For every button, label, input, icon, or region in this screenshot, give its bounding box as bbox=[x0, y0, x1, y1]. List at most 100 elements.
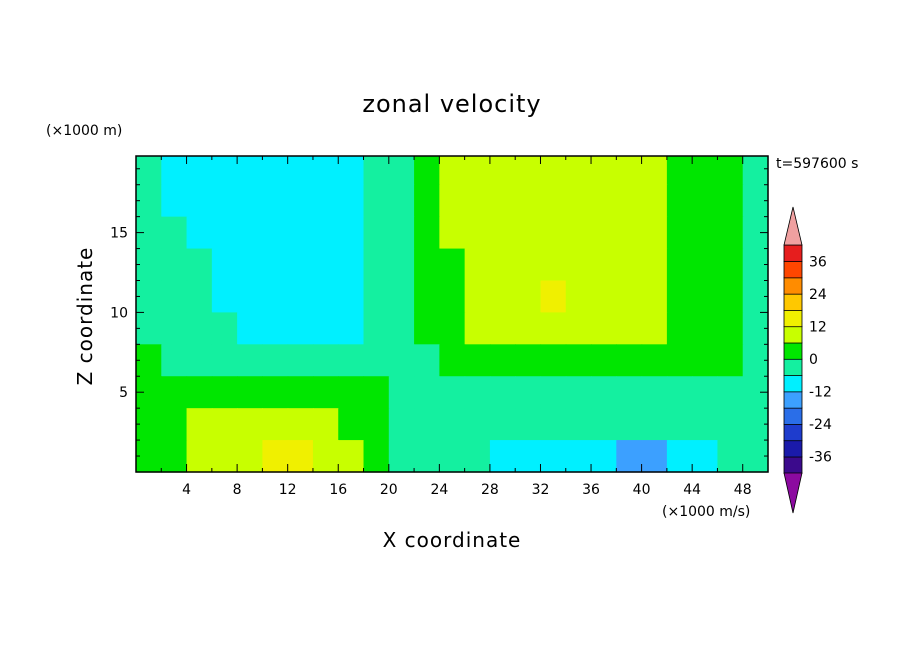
colorbar-over-triangle bbox=[783, 206, 803, 246]
field-cell bbox=[287, 156, 314, 186]
field-cell bbox=[161, 184, 188, 218]
field-cell bbox=[287, 312, 314, 345]
x-tick-label: 44 bbox=[683, 482, 701, 498]
colorbar: -36 -24 -12 0 12 24 36 bbox=[783, 206, 832, 514]
field-cell bbox=[211, 376, 238, 409]
field-cell bbox=[717, 344, 744, 377]
field-cell bbox=[540, 216, 567, 250]
field-cell bbox=[692, 280, 719, 313]
colorbar-segment bbox=[783, 440, 803, 458]
field-cell bbox=[262, 248, 289, 282]
field-cell bbox=[464, 248, 491, 282]
field-cell bbox=[641, 376, 668, 409]
field-cell bbox=[515, 184, 542, 218]
x-tick-label: 48 bbox=[734, 482, 752, 498]
field-cell bbox=[717, 440, 744, 473]
x-axis-label: X coordinate bbox=[383, 528, 522, 552]
field-cell bbox=[237, 184, 263, 218]
field-cell bbox=[388, 344, 415, 377]
field-cell bbox=[414, 248, 440, 282]
field-cell bbox=[515, 440, 542, 473]
field-cell bbox=[161, 248, 188, 282]
colorbar-tick-label: 36 bbox=[809, 254, 827, 270]
field-cell bbox=[616, 344, 643, 377]
field-cell bbox=[338, 280, 365, 313]
field-cell bbox=[363, 376, 390, 409]
field-cell bbox=[641, 280, 668, 313]
field-cell bbox=[489, 280, 516, 313]
field-cell bbox=[742, 156, 769, 186]
field-cell bbox=[692, 156, 719, 186]
field-cell bbox=[717, 248, 744, 282]
field-cell bbox=[591, 376, 617, 409]
field-cell bbox=[692, 184, 719, 218]
field-cell bbox=[136, 156, 162, 186]
field-cell bbox=[363, 248, 390, 282]
field-cell bbox=[641, 408, 668, 441]
field-cell bbox=[692, 312, 719, 345]
field-cell bbox=[591, 312, 617, 345]
field-cell bbox=[717, 216, 744, 250]
field-cell bbox=[136, 184, 162, 218]
field-cell bbox=[641, 216, 668, 250]
field-cell bbox=[540, 408, 567, 441]
field-cell bbox=[161, 376, 188, 409]
colorbar-tick-label: -36 bbox=[809, 450, 832, 466]
field-cell bbox=[692, 376, 719, 409]
colorbar-segment bbox=[783, 456, 803, 474]
field-cell bbox=[312, 440, 339, 473]
field-cell bbox=[363, 440, 390, 473]
field-cell bbox=[237, 156, 263, 186]
field-cell bbox=[262, 376, 289, 409]
field-cell bbox=[489, 344, 516, 377]
field-cell bbox=[287, 440, 314, 473]
field-cell bbox=[565, 440, 592, 473]
field-cell bbox=[388, 440, 415, 473]
field-cell bbox=[363, 344, 390, 377]
y-units-label: (×1000 m) bbox=[46, 123, 122, 139]
field-cell bbox=[312, 408, 339, 441]
x-tick-label: 40 bbox=[633, 482, 651, 498]
colorbar-segment bbox=[783, 391, 803, 409]
field-cell bbox=[591, 156, 617, 186]
field-cell bbox=[211, 312, 238, 345]
field-cell bbox=[363, 216, 390, 250]
field-cell bbox=[363, 312, 390, 345]
field-cell bbox=[717, 280, 744, 313]
field-cell bbox=[287, 280, 314, 313]
field-cell bbox=[237, 280, 263, 313]
field-cell bbox=[186, 184, 213, 218]
field-cell bbox=[489, 184, 516, 218]
x-tick-label: 36 bbox=[582, 482, 600, 498]
field-cell bbox=[464, 184, 491, 218]
colorbar-segment bbox=[783, 260, 803, 279]
field-cell bbox=[136, 440, 162, 473]
field-cell bbox=[666, 248, 693, 282]
field-cell bbox=[414, 184, 440, 218]
field-cell bbox=[211, 344, 238, 377]
field-cell bbox=[565, 376, 592, 409]
field-cell bbox=[388, 184, 415, 218]
colorbar-segment bbox=[783, 309, 803, 328]
field-cell bbox=[338, 216, 365, 250]
field-cell bbox=[237, 344, 263, 377]
field-cell bbox=[136, 280, 162, 313]
field-cell bbox=[186, 248, 213, 282]
field-cell bbox=[388, 312, 415, 345]
field-cell bbox=[565, 156, 592, 186]
y-tick-label: 5 bbox=[119, 385, 128, 401]
x-tick-label: 20 bbox=[380, 482, 398, 498]
plot-frame bbox=[135, 155, 769, 473]
x-tick-label: 16 bbox=[329, 482, 347, 498]
field-cell bbox=[692, 344, 719, 377]
x-tick-label: 4 bbox=[182, 482, 191, 498]
x-tick-label: 12 bbox=[279, 482, 297, 498]
field-cell bbox=[312, 280, 339, 313]
field-cell bbox=[591, 184, 617, 218]
field-cell bbox=[211, 440, 238, 473]
field-cell bbox=[136, 344, 162, 377]
time-label: t=597600 s bbox=[776, 156, 858, 172]
field-cell bbox=[338, 376, 365, 409]
field-cell bbox=[565, 344, 592, 377]
field-cell bbox=[717, 376, 744, 409]
